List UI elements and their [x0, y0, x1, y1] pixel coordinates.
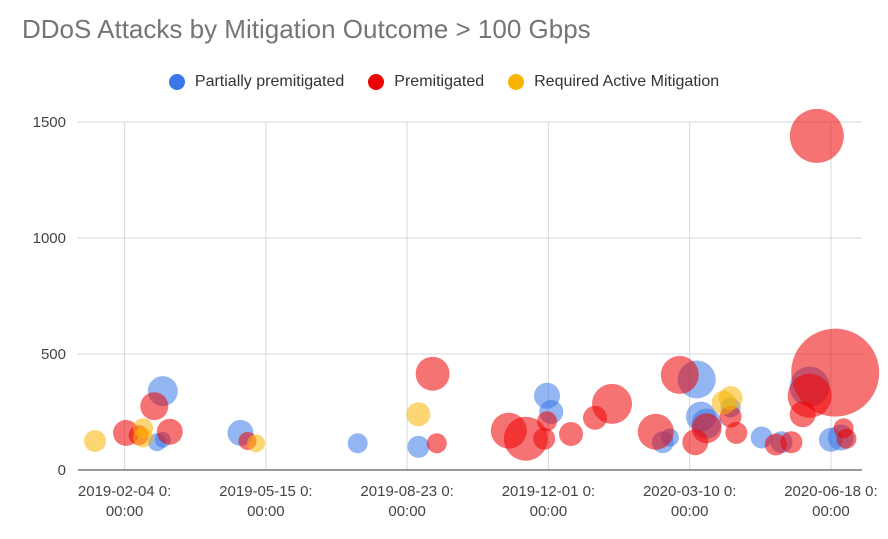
- bubble-premitigated-9: [503, 416, 548, 461]
- x-tick-label-2020-03-10-time: 00:00: [671, 503, 709, 520]
- bubble-premitigated-7: [426, 433, 447, 454]
- bubble-premitigated-20: [725, 421, 748, 444]
- bubble-premitigated-15: [637, 413, 674, 450]
- x-tick-label-2020-03-10: 2020-03-10 0:: [643, 483, 736, 500]
- y-tick-label-0: 0: [58, 462, 66, 479]
- bubble-required-active-mitigation-4: [247, 434, 265, 453]
- x-tick-label-2019-12-01-time: 00:00: [530, 503, 568, 520]
- bubble-premitigated-6: [415, 356, 450, 391]
- bubble-premitigated-26: [791, 328, 880, 417]
- y-tick-label-1000: 1000: [33, 230, 66, 247]
- bubble-required-active-mitigation-5: [406, 402, 431, 427]
- x-tick-label-2019-02-04-time: 00:00: [106, 503, 144, 520]
- x-tick-label-2019-02-04: 2019-02-04 0:: [78, 483, 171, 500]
- y-tick-label-500: 500: [41, 346, 66, 363]
- bubble-premitigated-3: [140, 392, 169, 421]
- x-tick-label-2019-08-23: 2019-08-23 0:: [360, 483, 453, 500]
- x-tick-label-2020-06-18: 2020-06-18 0:: [784, 483, 877, 500]
- legend-label-premitigated: Premitigated: [394, 73, 485, 90]
- x-tick-label-2019-05-15: 2019-05-15 0:: [219, 483, 312, 500]
- y-tick-label-1500: 1500: [33, 114, 66, 131]
- x-tick-label-2020-06-18-time: 00:00: [812, 503, 850, 520]
- bubble-premitigated-22: [780, 431, 803, 454]
- bubble-required-active-mitigation-1: [84, 430, 106, 452]
- bubble-partially-premitigated-6: [407, 435, 430, 458]
- bubble-premitigated-28: [836, 428, 857, 449]
- bubble-premitigated-11: [537, 411, 557, 432]
- legend-item-partially-premitigated: Partially premitigated: [168, 73, 345, 91]
- legend-swatch-required-active-mitigation: [508, 74, 525, 90]
- legend-swatch-partially-premitigated: [168, 74, 185, 90]
- chart-title: DDoS Attacks by Mitigation Outcome > 100…: [22, 14, 591, 44]
- x-tick-label-2019-05-15-time: 00:00: [247, 503, 285, 520]
- bubble-required-active-mitigation-3: [133, 427, 153, 448]
- legend: Partially premitigated Premitigated Requir…: [0, 70, 888, 94]
- series-required-active-mitigation: [84, 386, 743, 453]
- bubble-partially-premitigated-5: [347, 433, 368, 454]
- bubble-premitigated-4: [156, 418, 183, 445]
- x-tick-label-2019-12-01: 2019-12-01 0:: [502, 483, 595, 500]
- bubble-required-active-mitigation-7: [718, 386, 743, 411]
- series-premitigated: [113, 108, 880, 461]
- legend-label-partially-premitigated: Partially premitigated: [194, 73, 345, 90]
- legend-swatch-premitigated: [368, 74, 385, 90]
- legend-label-required-active-mitigation: Required Active Mitigation: [534, 73, 720, 90]
- legend-item-premitigated: Premitigated: [368, 73, 484, 91]
- x-tick-label-2019-08-23-time: 00:00: [388, 503, 426, 520]
- bubble-premitigated-10: [533, 427, 556, 450]
- bubble-premitigated-25: [789, 108, 844, 163]
- legend-item-required-active-mitigation: Required Active Mitigation: [508, 73, 719, 91]
- bubble-premitigated-14: [592, 383, 632, 424]
- bubble-premitigated-16: [660, 355, 699, 394]
- bubble-premitigated-12: [559, 422, 583, 446]
- bubble-premitigated-18: [691, 413, 722, 444]
